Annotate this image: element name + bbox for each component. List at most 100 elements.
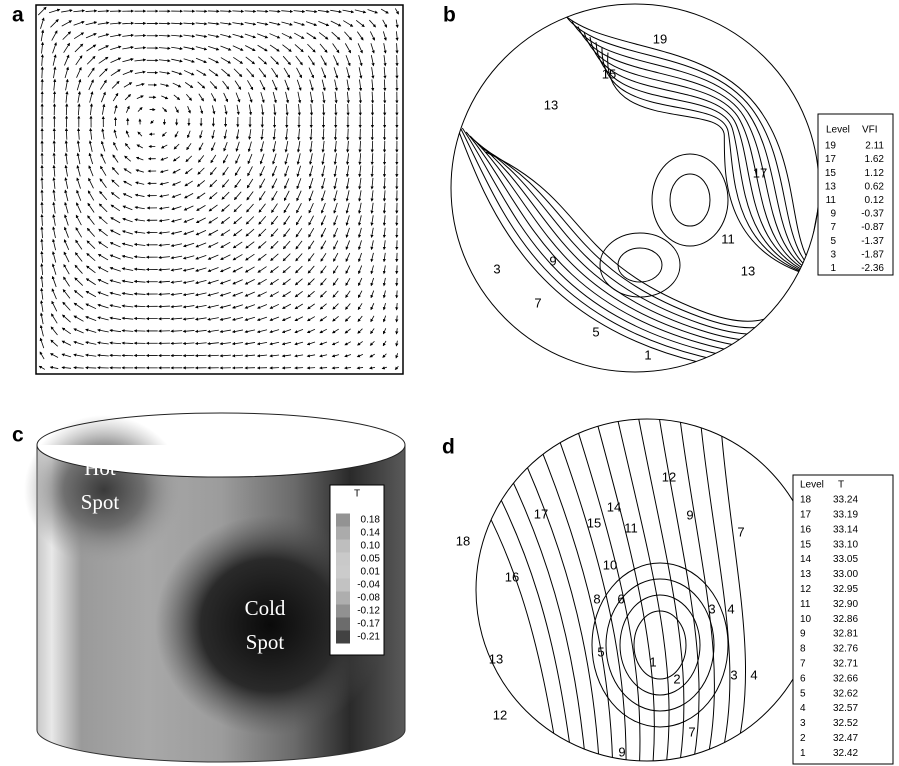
contour-label: 2 <box>673 671 680 686</box>
vector-arrow <box>160 182 168 184</box>
vector-arrow <box>261 141 263 151</box>
vector-arrow <box>323 129 324 140</box>
vector-arrow <box>185 181 193 186</box>
vector-arrow <box>311 104 312 115</box>
vector-arrow <box>357 354 362 356</box>
contour-label: 16 <box>505 569 519 584</box>
vector-arrow <box>185 193 193 197</box>
vector-arrow <box>62 367 71 368</box>
vector-arrow <box>332 368 339 369</box>
legend-level: 8 <box>800 644 806 655</box>
vector-arrow <box>384 303 386 310</box>
vector-arrow <box>296 216 301 225</box>
vector-arrow <box>52 289 56 299</box>
contour-label: 18 <box>456 533 470 548</box>
vector-arrow <box>273 154 276 164</box>
vector-arrow <box>285 166 289 176</box>
vector-arrow <box>384 178 385 189</box>
vector-arrow <box>138 132 142 136</box>
vector-arrow <box>159 60 170 61</box>
vector-arrow <box>247 80 252 89</box>
vector-arrow <box>75 253 82 262</box>
vector-arrow <box>320 291 326 297</box>
vector-arrow <box>258 342 267 344</box>
vector-arrow <box>360 153 361 164</box>
vector-arrow <box>159 232 169 233</box>
vector-arrow <box>396 20 397 28</box>
contour-label: 5 <box>592 324 599 339</box>
vector-arrow <box>66 129 67 140</box>
vector-arrow <box>184 70 194 74</box>
legend-swatch <box>336 514 350 527</box>
vector-arrow <box>297 178 301 188</box>
vector-arrow <box>138 108 142 112</box>
vector-arrow <box>135 219 145 221</box>
contour-label: 12 <box>493 707 507 722</box>
vector-arrow <box>384 55 385 65</box>
legend-value: 1.12 <box>865 168 885 179</box>
vector-arrow <box>370 354 375 357</box>
vector-arrow <box>186 94 191 100</box>
vector-arrow <box>171 269 182 271</box>
contour-label: 3 <box>493 261 500 276</box>
legend-level: 9 <box>800 629 806 640</box>
vector-arrow <box>384 215 385 225</box>
vector-arrow <box>199 143 203 150</box>
vector-arrow <box>78 129 79 140</box>
vector-arrow <box>76 215 81 225</box>
legend-level: 3 <box>830 249 836 260</box>
vector-arrow <box>357 32 363 40</box>
vector-arrow <box>233 34 244 37</box>
legend-level: 18 <box>800 495 812 506</box>
vector-arrow <box>323 104 324 115</box>
vector-arrow <box>171 256 182 258</box>
legend-level: 13 <box>825 181 837 192</box>
legend-level: 15 <box>825 168 837 179</box>
contour-line <box>650 354 699 766</box>
vector-arrow <box>123 243 133 246</box>
vector-arrow <box>135 207 145 209</box>
contour-label: 3 <box>730 667 737 682</box>
vector-arrow <box>356 20 364 26</box>
vector-arrow <box>307 44 315 52</box>
vector-arrow <box>162 145 168 148</box>
vector-arrow <box>220 34 231 37</box>
legend-value: 33.00 <box>833 569 858 580</box>
vector-arrow <box>320 316 327 320</box>
vector-arrow <box>90 141 92 152</box>
vector-arrow <box>232 23 243 25</box>
vector-arrow <box>220 330 231 332</box>
vector-arrow <box>261 92 264 102</box>
vector-arrow <box>75 44 83 52</box>
vector-arrow <box>197 70 206 75</box>
contour-line <box>462 128 830 360</box>
vector-arrow <box>322 191 325 201</box>
vector-arrow <box>110 318 121 320</box>
vector-arrow <box>196 318 207 320</box>
vector-arrow <box>234 69 242 77</box>
vector-arrow <box>225 130 227 139</box>
legend-value: 0.01 <box>361 567 381 578</box>
vector-arrow <box>308 266 314 273</box>
legend-level: 5 <box>800 688 806 699</box>
vector-arrow <box>65 203 68 214</box>
vector-arrow <box>248 154 252 164</box>
legend-value: 32.42 <box>833 748 858 759</box>
vector-arrow <box>297 166 300 177</box>
vector-arrow <box>258 317 267 320</box>
legend-level: 14 <box>800 554 812 565</box>
vector-arrow <box>258 57 266 64</box>
vector-arrow <box>283 317 291 321</box>
vector-arrow <box>335 166 337 177</box>
vector-arrow <box>343 21 352 27</box>
contour-label: 6 <box>617 591 624 606</box>
vector-arrow <box>172 71 182 74</box>
vector-arrow <box>208 255 218 259</box>
vector-arrow <box>310 166 313 177</box>
vector-arrow <box>245 330 255 332</box>
vector-arrow <box>159 244 170 245</box>
vector-arrow <box>90 129 91 140</box>
legend-level: 16 <box>800 524 812 535</box>
vector-arrow <box>62 21 72 26</box>
vector-arrow <box>196 280 207 283</box>
